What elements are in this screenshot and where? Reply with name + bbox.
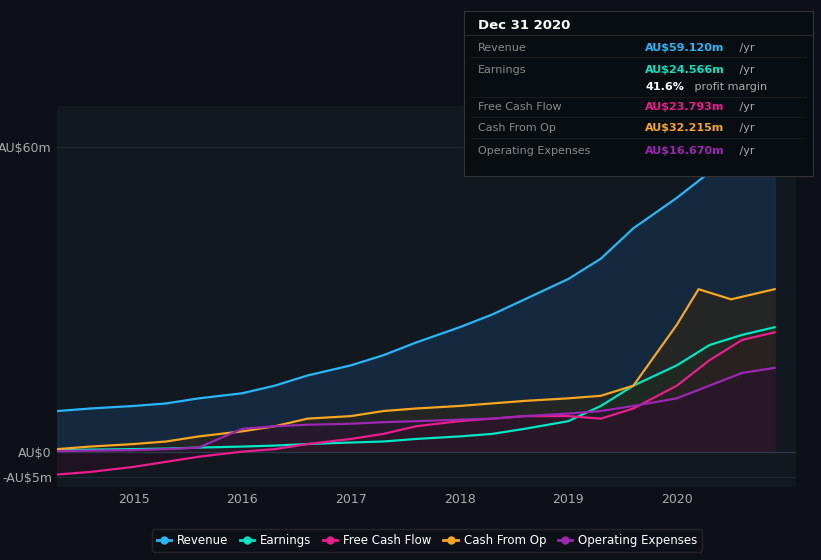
Text: /yr: /yr <box>736 146 754 156</box>
Text: Operating Expenses: Operating Expenses <box>478 146 590 156</box>
Text: profit margin: profit margin <box>690 82 767 92</box>
Text: Revenue: Revenue <box>478 43 526 53</box>
Text: AU$23.793m: AU$23.793m <box>645 102 725 112</box>
Text: Cash From Op: Cash From Op <box>478 123 556 133</box>
Text: AU$32.215m: AU$32.215m <box>645 123 725 133</box>
Text: /yr: /yr <box>736 123 754 133</box>
Text: /yr: /yr <box>736 43 754 53</box>
Text: /yr: /yr <box>736 102 754 112</box>
Text: AU$16.670m: AU$16.670m <box>645 146 725 156</box>
Text: AU$59.120m: AU$59.120m <box>645 43 725 53</box>
Text: 41.6%: 41.6% <box>645 82 684 92</box>
Legend: Revenue, Earnings, Free Cash Flow, Cash From Op, Operating Expenses: Revenue, Earnings, Free Cash Flow, Cash … <box>152 529 702 552</box>
Text: AU$24.566m: AU$24.566m <box>645 65 725 75</box>
Text: Dec 31 2020: Dec 31 2020 <box>478 18 571 31</box>
Text: Free Cash Flow: Free Cash Flow <box>478 102 562 112</box>
Text: /yr: /yr <box>736 65 754 75</box>
Text: Earnings: Earnings <box>478 65 526 75</box>
